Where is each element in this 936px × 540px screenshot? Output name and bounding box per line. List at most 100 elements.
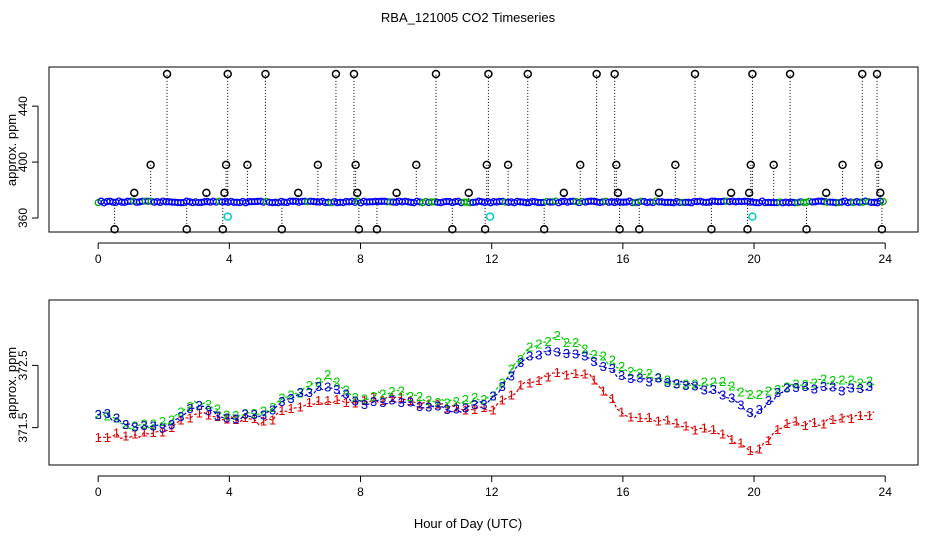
series-2-marker: 2 xyxy=(306,378,313,393)
series-1-marker: 1 xyxy=(719,426,726,441)
series-2-marker: 2 xyxy=(333,374,340,389)
series-2-marker: 2 xyxy=(765,384,772,399)
outlier-point xyxy=(352,188,362,198)
series-1-marker: 1 xyxy=(499,393,506,408)
series-2-marker: 2 xyxy=(388,384,395,399)
series-2-marker: 2 xyxy=(618,359,625,374)
outlier-point xyxy=(130,188,139,198)
baseline-point xyxy=(879,197,887,206)
outlier-point xyxy=(221,160,231,170)
series-2-marker: 2 xyxy=(508,361,515,376)
series-3-marker: 3 xyxy=(508,368,515,383)
low-outlier-point xyxy=(748,212,757,221)
series-3-marker: 3 xyxy=(297,385,304,400)
series-2-marker: 2 xyxy=(866,373,873,388)
bottom-y-axis: 371.5 372.5 xyxy=(16,350,39,443)
series-2-marker: 2 xyxy=(554,328,561,343)
series-1-marker: 1 xyxy=(802,418,809,433)
series-3-marker: 3 xyxy=(838,383,845,398)
series-1-marker: 1 xyxy=(857,408,864,423)
series-1-marker: 1 xyxy=(581,367,588,382)
series-2-marker: 2 xyxy=(572,335,579,350)
series-3-marker: 3 xyxy=(177,409,184,424)
series-1-marker: 1 xyxy=(150,425,157,440)
series-1-marker: 1 xyxy=(737,436,744,451)
outlier-point xyxy=(635,224,644,234)
series-2-marker: 2 xyxy=(792,377,799,392)
outlier-point xyxy=(412,160,421,170)
series-2-marker: 2 xyxy=(655,370,662,385)
series-2-marker: 2 xyxy=(168,413,175,428)
series-1-marker: 1 xyxy=(691,422,698,437)
series-3-marker: 3 xyxy=(554,344,561,359)
outlier-point xyxy=(331,69,341,79)
series-1-marker: 1 xyxy=(746,443,753,458)
series-3-marker: 3 xyxy=(333,382,340,397)
series-2-marker: 2 xyxy=(352,390,359,405)
series-1-marker: 1 xyxy=(710,422,717,437)
series-1-marker: 1 xyxy=(388,390,395,405)
series-3-marker: 3 xyxy=(113,411,120,426)
series-1-marker: 1 xyxy=(792,414,799,429)
top-panel-frame xyxy=(48,66,919,233)
series-3-marker: 3 xyxy=(811,382,818,397)
series-1-marker: 1 xyxy=(471,402,478,417)
top-x-tick-label: 12 xyxy=(485,252,499,266)
series-3-marker: 3 xyxy=(719,388,726,403)
top-x-tick-label: 24 xyxy=(879,252,893,266)
outlier-point xyxy=(802,224,811,234)
low-outlier-point xyxy=(223,212,232,221)
series-3-marker: 3 xyxy=(168,417,175,432)
outlier-point xyxy=(690,69,700,79)
series-2-marker: 2 xyxy=(140,416,147,431)
series-1-marker: 1 xyxy=(783,416,790,431)
series-1-marker: 1 xyxy=(526,375,533,390)
series-2-marker: 2 xyxy=(186,399,193,414)
bottom-y-axis-label: approx. ppm xyxy=(4,347,19,419)
series-1-marker: 1 xyxy=(627,409,634,424)
series-2-marker: 2 xyxy=(811,375,818,390)
series-2-marker: 2 xyxy=(526,340,533,355)
outlier-point xyxy=(615,224,624,234)
outlier-point xyxy=(613,188,623,198)
series-1-marker: 1 xyxy=(407,393,414,408)
series-1-marker: 1 xyxy=(140,425,147,440)
outlier-point xyxy=(707,224,716,234)
series-1-marker: 1 xyxy=(535,373,542,388)
series-3-marker: 3 xyxy=(572,346,579,361)
series-1-marker: 1 xyxy=(269,412,276,427)
series-1-marker: 1 xyxy=(287,401,294,416)
outlier-point xyxy=(464,188,473,198)
series-3-marker: 3 xyxy=(186,401,193,416)
series-3-marker: 3 xyxy=(590,354,597,369)
outlier-point xyxy=(610,69,619,79)
series-1-marker: 1 xyxy=(765,433,772,448)
bottom-x-tick-label: 4 xyxy=(226,485,233,499)
series-3-marker: 3 xyxy=(691,379,698,394)
series-1-marker: 1 xyxy=(251,411,258,426)
series-2-marker: 2 xyxy=(664,373,671,388)
bottom-x-tick-label: 24 xyxy=(879,485,893,499)
series-1-marker: 1 xyxy=(655,414,662,429)
top-x-tick-label: 16 xyxy=(616,252,630,266)
outlier-point xyxy=(671,160,680,170)
series-1-marker: 1 xyxy=(866,408,873,423)
series-3-marker: 3 xyxy=(535,347,542,362)
series-1-marker: 1 xyxy=(554,365,561,380)
series-3-marker: 3 xyxy=(95,407,102,422)
bottom-x-tick-label: 16 xyxy=(616,485,630,499)
series-3-marker: 3 xyxy=(398,395,405,410)
outlier-point xyxy=(858,69,867,79)
series-1-marker: 1 xyxy=(104,430,111,445)
series-2-marker: 2 xyxy=(196,398,203,413)
outlier-point xyxy=(746,160,756,170)
outlier-point xyxy=(592,69,601,79)
outlier-point xyxy=(261,69,270,79)
baseline-point xyxy=(876,197,884,205)
outlier-point xyxy=(392,188,401,198)
low-outlier-point xyxy=(485,212,495,221)
series-3-marker: 3 xyxy=(710,382,717,397)
bottom-panel-frame xyxy=(48,299,919,466)
series-1-marker: 1 xyxy=(489,403,496,418)
outlier-point xyxy=(146,160,155,170)
